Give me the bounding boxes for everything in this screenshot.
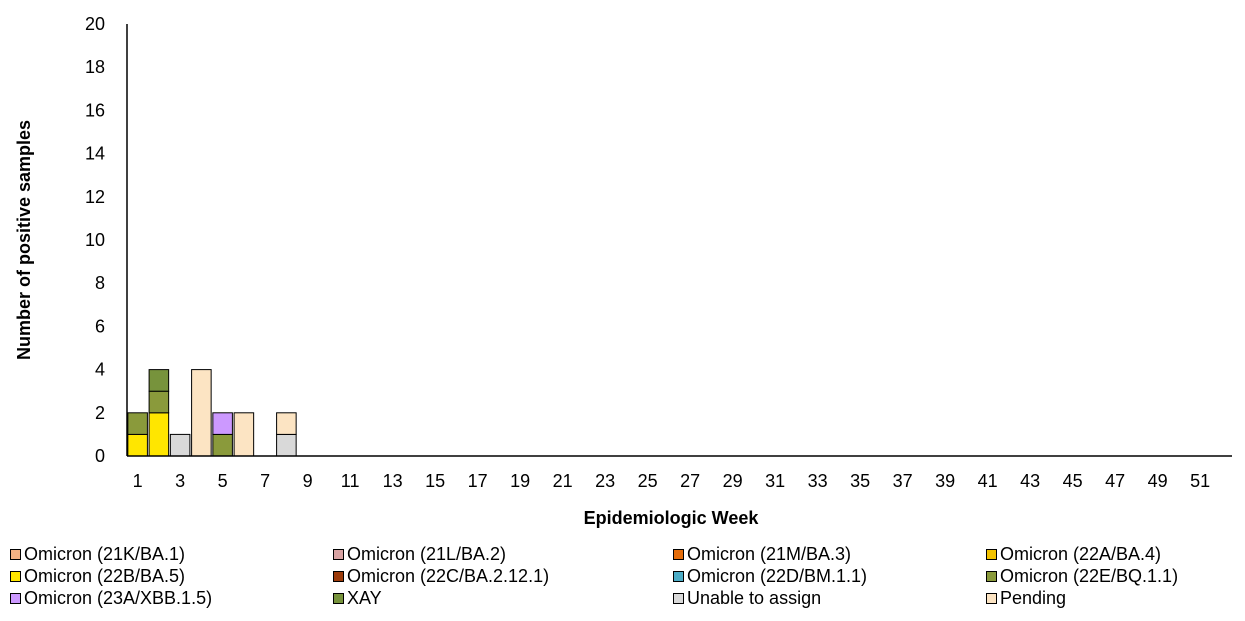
legend-swatch (673, 592, 684, 604)
bar-segment (276, 412, 297, 435)
x-tick-label: 15 (425, 471, 445, 491)
legend-item: Omicron (22A/BA.4) (986, 544, 1161, 564)
legend-item: Omicron (21L/BA.2) (333, 544, 506, 564)
legend-item: Omicron (23A/XBB.1.5) (10, 588, 212, 608)
bar-segment (212, 412, 233, 435)
legend-swatch (333, 592, 344, 604)
x-tick-label: 1 (133, 471, 143, 491)
x-tick-label: 35 (850, 471, 870, 491)
legend-swatch (986, 570, 997, 582)
legend-item: Omicron (22D/BM.1.1) (673, 566, 867, 586)
x-tick-label: 11 (341, 471, 360, 491)
y-axis-title-group: Number of positive samples (14, 120, 34, 360)
x-tick-label: 41 (978, 471, 998, 491)
x-tick-label: 43 (1020, 471, 1040, 491)
y-tick-label: 0 (95, 446, 105, 466)
x-tick-label: 7 (260, 471, 270, 491)
legend-item: Omicron (22C/BA.2.12.1) (333, 566, 549, 586)
legend-swatch (986, 592, 997, 604)
x-tick-label: 49 (1148, 471, 1168, 491)
x-tick-label: 31 (765, 471, 785, 491)
legend-label: Omicron (23A/XBB.1.5) (24, 587, 213, 608)
legend-label: Omicron (21M/BA.3) (687, 543, 852, 564)
bar-segment (191, 369, 212, 457)
y-tick-label: 4 (95, 360, 105, 380)
x-tick-label: 45 (1063, 471, 1083, 491)
legend-label: Omicron (22A/BA.4) (1000, 543, 1162, 564)
bar-segment (127, 412, 148, 435)
y-tick-label: 2 (95, 403, 105, 423)
bar-segment (148, 369, 170, 392)
x-tick-label: 21 (553, 471, 573, 491)
bar-segment (148, 390, 170, 414)
x-tick-label: 39 (935, 471, 955, 491)
stacked-bar-chart: Number of positive samples Epidemiologic… (14, 14, 1232, 528)
y-tick-label: 10 (85, 230, 105, 250)
legend-label: Omicron (22D/BM.1.1) (687, 565, 868, 586)
bar-segment (148, 412, 170, 457)
x-tick-label: 47 (1105, 471, 1125, 491)
x-tick-label: 27 (680, 471, 700, 491)
y-tick-labels: 0 2 4 6 8 10 12 14 16 18 20 (85, 14, 105, 466)
x-tick-label: 25 (638, 471, 658, 491)
x-tick-label: 9 (303, 471, 313, 491)
x-tick-label: 3 (175, 471, 185, 491)
legend-item: Unable to assign (673, 588, 821, 608)
legend-label: Pending (1000, 587, 1067, 608)
legend-item: XAY (333, 588, 382, 608)
x-tick-label: 19 (510, 471, 530, 491)
legend-label: Omicron (21L/BA.2) (347, 543, 507, 564)
legend-label: Unable to assign (687, 587, 822, 608)
x-tick-label: 23 (595, 471, 615, 491)
x-tick-label: 29 (723, 471, 743, 491)
legend-item: Omicron (22E/BQ.1.1) (986, 566, 1178, 586)
x-tick-label: 51 (1190, 471, 1210, 491)
legend-label: Omicron (22C/BA.2.12.1) (347, 565, 550, 586)
legend-swatch (333, 570, 344, 582)
legend-label: XAY (347, 587, 382, 608)
legend-swatch (10, 570, 21, 582)
legend-swatch (673, 570, 684, 582)
y-tick-label: 8 (95, 273, 105, 293)
legend-swatch (10, 548, 21, 560)
legend-swatch (673, 548, 684, 560)
x-tick-label: 13 (383, 471, 403, 491)
legend-item: Omicron (21M/BA.3) (673, 544, 851, 564)
legend-swatch (986, 548, 997, 560)
x-axis-title: Epidemiologic Week (584, 508, 760, 528)
bar-segment (276, 433, 297, 457)
y-tick-label: 14 (85, 144, 105, 164)
legend-label: Omicron (22E/BQ.1.1) (1000, 565, 1179, 586)
x-tick-labels: 1 3 5 7 9 11 13 15 17 19 21 23 25 27 29 31 33 35 37 39 41 43 4… (133, 471, 1211, 491)
bar-segment (212, 433, 233, 457)
legend-swatch (333, 548, 344, 560)
legend-label: Omicron (22B/BA.5) (24, 565, 186, 586)
x-tick-label: 17 (468, 471, 488, 491)
legend: Omicron (21K/BA.1) Omicron (21L/BA.2) Omic… (0, 542, 1245, 621)
x-tick-label: 5 (218, 471, 228, 491)
y-tick-label: 16 (85, 100, 105, 120)
legend-item: Omicron (22B/BA.5) (10, 566, 185, 586)
y-tick-label: 18 (85, 57, 105, 77)
legend-label: Omicron (21K/BA.1) (24, 543, 186, 564)
bar-segments (127, 369, 297, 457)
bar-segment (169, 433, 191, 457)
bar-segment (233, 412, 255, 457)
y-tick-label: 6 (95, 316, 105, 336)
y-tick-label: 12 (85, 187, 105, 207)
legend-item: Omicron (21K/BA.1) (10, 544, 185, 564)
x-tick-label: 37 (893, 471, 913, 491)
legend-swatch (10, 592, 21, 604)
y-tick-label: 20 (85, 14, 105, 34)
y-axis-title: Number of positive samples (14, 120, 34, 360)
legend-item: Pending (986, 588, 1066, 608)
x-tick-label: 33 (808, 471, 828, 491)
bar-segment (127, 433, 148, 457)
